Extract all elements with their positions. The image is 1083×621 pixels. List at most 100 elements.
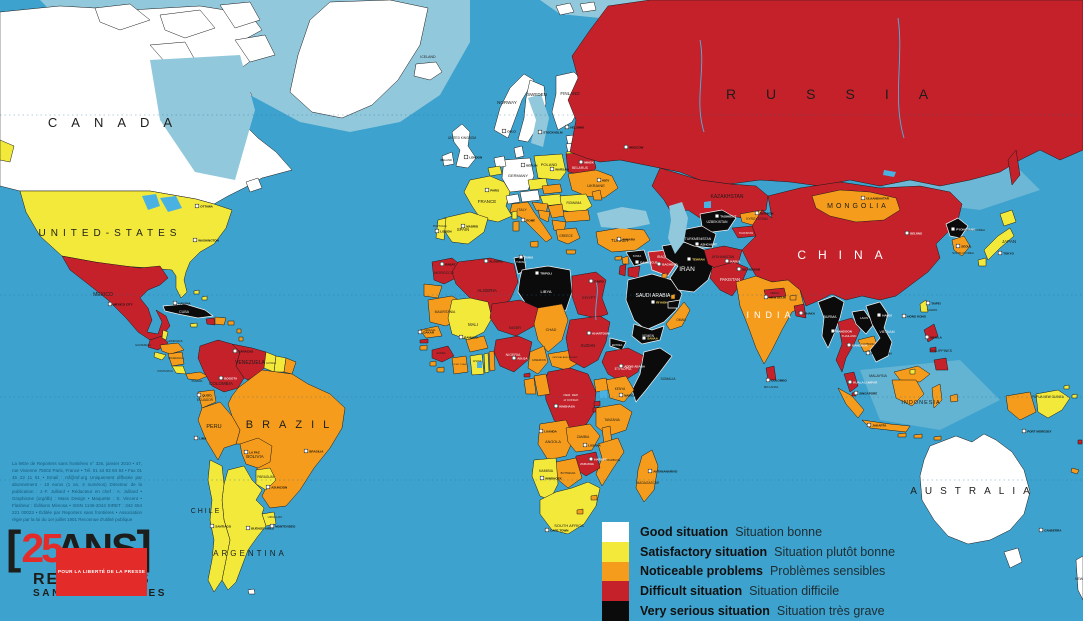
city-label: CANBERRA	[1044, 529, 1062, 533]
country-label: ARGENTINA	[213, 549, 287, 558]
nicaragua-region	[167, 351, 185, 367]
lakes-and-seas	[142, 17, 905, 398]
germany-region	[501, 157, 535, 193]
colombia-region	[197, 339, 245, 393]
legend-chip-very_serious	[602, 601, 629, 621]
country-label: AFGHANISTAN	[712, 255, 735, 259]
country-label: NEW	[1075, 577, 1083, 581]
burkina-region	[465, 335, 489, 353]
country-label: IRAQ	[657, 255, 666, 259]
iceland-region	[413, 61, 443, 81]
country-label: SYRIA	[633, 254, 642, 258]
sri-lanka-region	[765, 365, 777, 381]
country-label: GHANA	[473, 360, 482, 363]
papua-new-guinea-region	[1035, 389, 1071, 419]
burma-region	[817, 295, 845, 349]
country-label: MOROCCO	[434, 271, 453, 275]
city-label: ANKARA	[622, 238, 636, 242]
bolivia-region	[239, 437, 273, 469]
city-label: HELSINKI	[570, 126, 584, 130]
city-label: OSLO	[507, 130, 516, 134]
legend-label-en: Good situation	[640, 524, 729, 539]
city-marker	[194, 203, 200, 209]
country-label: CHAD	[546, 328, 557, 332]
city-marker	[736, 266, 742, 272]
country-label: GUYANA	[266, 362, 276, 365]
imprint-fine-print: La lettre de Reporters sans frontières n…	[12, 461, 142, 522]
city-label: RABAT	[445, 263, 455, 267]
togo-region	[483, 352, 490, 374]
country-label: NORWAY	[497, 100, 517, 105]
country-label: GERMANY	[508, 173, 529, 178]
country-label: CANADA	[48, 115, 186, 130]
city-marker	[582, 442, 588, 448]
country-label: MAURITANIA	[435, 310, 456, 314]
city-marker	[618, 392, 624, 398]
city-marker	[588, 456, 594, 462]
city-marker	[439, 261, 445, 267]
legend-row: Satisfactory situation Situation plutôt b…	[602, 541, 895, 562]
city-marker	[1021, 428, 1027, 434]
country-label: of CONGO	[564, 398, 579, 402]
city-marker	[564, 124, 570, 130]
country-label: ZIMBABWE	[580, 462, 594, 466]
city-marker	[586, 330, 592, 336]
country-label: CHILE	[191, 508, 222, 515]
lebanon-region	[621, 255, 630, 265]
country-label: DEM. REP.	[564, 393, 579, 397]
city-label: ABUJA	[517, 357, 528, 361]
city-label: BAMAKO	[464, 336, 478, 340]
country-label: NORTH KOREA	[963, 228, 985, 232]
city-label: LUSAKA	[588, 444, 601, 448]
city-label: PARIS	[490, 189, 499, 193]
city-marker	[193, 435, 199, 441]
country-label: RUSSIA	[726, 86, 958, 102]
city-marker	[192, 237, 198, 243]
uk-region	[451, 123, 477, 169]
new-zealand-region	[1075, 555, 1083, 601]
country-label: ZAMBIA	[577, 435, 590, 439]
city-label: BOGOTA	[224, 377, 238, 381]
city-marker	[417, 329, 423, 335]
city-label: COLOMBO	[771, 379, 787, 383]
country-label: KENYA	[615, 387, 626, 391]
city-marker	[955, 243, 961, 249]
city-marker	[107, 301, 113, 307]
country-label: SUDAN	[581, 343, 596, 348]
country-label: LAOS	[860, 316, 868, 320]
country-label: IRELAND	[440, 158, 452, 162]
city-marker	[243, 449, 249, 455]
spain-region	[443, 211, 489, 245]
country-label: SOMALIA	[660, 377, 676, 381]
israel-region	[618, 263, 627, 277]
country-label: GUINEA	[436, 352, 446, 355]
country-label: THAILAND	[842, 334, 858, 338]
city-label: RIYADH	[656, 301, 667, 305]
country-label: BRAZIL	[246, 419, 339, 431]
city-marker	[997, 250, 1003, 256]
city-marker	[616, 236, 622, 242]
city-marker	[518, 254, 524, 260]
city-marker	[1038, 527, 1044, 533]
country-labels-layer: CANADA UNITED-STATES MEXICO CUBA GUATEMALA HO…	[39, 55, 1083, 581]
city-marker	[650, 299, 656, 305]
city-label: DAMASCUS	[640, 261, 657, 265]
bahamas-region	[193, 289, 200, 295]
city-marker	[904, 230, 910, 236]
city-label: WASHINGTON	[198, 239, 219, 243]
rwanda-region	[593, 400, 601, 407]
city-label: NAIROBI	[624, 394, 637, 398]
city-label: PORT MORESBY	[1027, 430, 1051, 434]
city-label: MEXICO CITY	[113, 303, 133, 307]
city-marker	[463, 154, 469, 160]
legend-row: Very serious situation Situation très gra…	[602, 601, 895, 621]
jamaica-region	[189, 322, 198, 328]
india-region	[735, 275, 805, 365]
legend-chip-difficult	[602, 581, 629, 602]
solomon-region	[1063, 384, 1070, 390]
rsf-logo: [ 25 ANSPOUR LA LIBERTÉ DE LA PRESSE ] R…	[6, 524, 167, 599]
city-label: SEOUL	[961, 245, 972, 249]
legend-chip-noticeable	[602, 561, 629, 582]
moldova-region	[591, 189, 603, 201]
